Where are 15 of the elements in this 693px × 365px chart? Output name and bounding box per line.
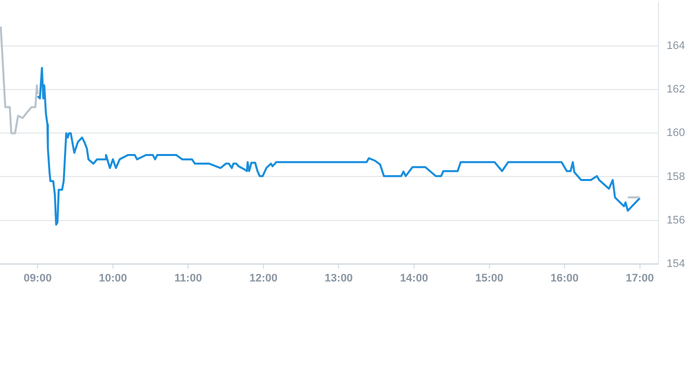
x-tick-label: 09:00 bbox=[24, 272, 52, 284]
y-tick-label: 160 bbox=[666, 127, 686, 140]
y-tick-label: 156 bbox=[666, 214, 686, 226]
x-tick-label: 11:00 bbox=[174, 272, 202, 284]
x-tick-label: 15:00 bbox=[475, 272, 504, 284]
y-tick-label: 164 bbox=[666, 40, 686, 52]
y-tick-label: 162 bbox=[666, 84, 686, 96]
y-tick-label: 154 bbox=[666, 258, 686, 270]
x-tick-label: 17:00 bbox=[626, 272, 654, 284]
x-tick-label: 14:00 bbox=[400, 272, 428, 284]
x-tick-label: 10:00 bbox=[98, 272, 127, 284]
x-tick-label: 12:00 bbox=[249, 272, 278, 284]
x-tick-label: 16:00 bbox=[550, 272, 579, 284]
y-tick-label: 158 bbox=[666, 170, 686, 183]
x-tick-label: 13:00 bbox=[324, 272, 353, 284]
